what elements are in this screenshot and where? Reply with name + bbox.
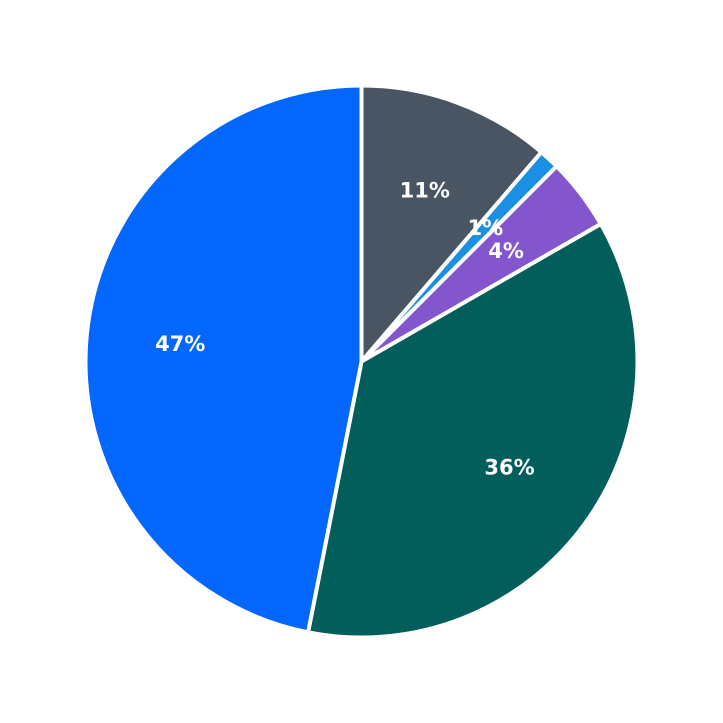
pie-slice — [83, 83, 364, 635]
slice-percent-label: 36% — [484, 456, 534, 480]
pie-labels: 11% 1%4% 36% 47% — [155, 179, 535, 480]
slice-percent-label: 11% — [400, 179, 450, 203]
slice-percent-label: 1% — [468, 216, 504, 240]
pie-slice — [306, 222, 640, 640]
pie-slices — [83, 83, 640, 640]
pie-slice — [359, 83, 544, 364]
slice-percent-label: 4% — [488, 239, 524, 263]
slice-percent-label: 47% — [155, 332, 205, 356]
